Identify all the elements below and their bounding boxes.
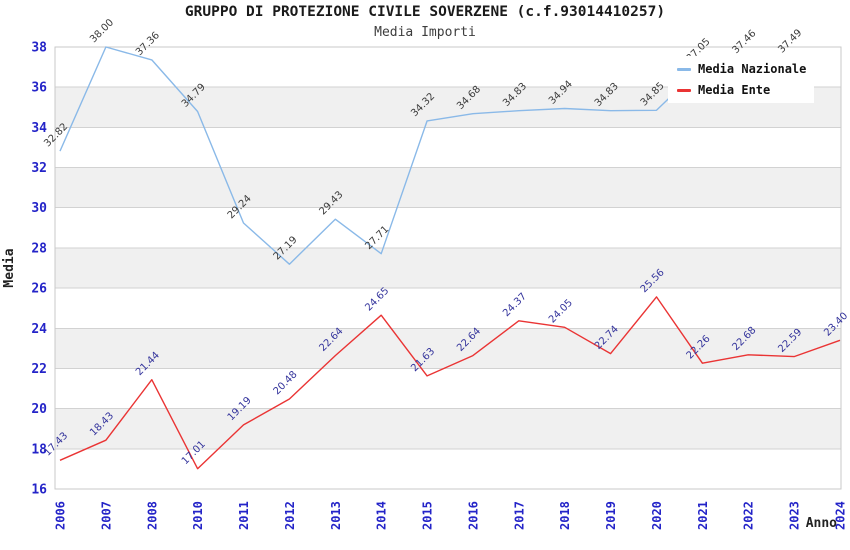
x-axis-title: Anno xyxy=(806,516,837,531)
x-tick-label: 2024 xyxy=(834,501,848,530)
x-tick-label: 2021 xyxy=(696,501,710,530)
plot-band xyxy=(55,207,841,248)
x-tick-label: 2019 xyxy=(604,501,618,530)
x-tick-label: 2023 xyxy=(788,501,802,530)
y-tick-label: 32 xyxy=(31,161,47,176)
x-tick-label: 2013 xyxy=(329,501,343,530)
y-tick-label: 34 xyxy=(31,121,47,136)
plot-band xyxy=(55,368,841,409)
y-tick-label: 36 xyxy=(31,81,47,96)
x-tick-label: 2011 xyxy=(237,501,251,530)
y-tick-label: 24 xyxy=(31,322,47,337)
plot-band xyxy=(55,328,841,369)
legend-item-media-nazionale: Media Nazionale xyxy=(677,62,814,77)
x-tick-label: 2007 xyxy=(99,501,113,530)
y-tick-label: 30 xyxy=(31,201,47,216)
y-tick-label: 16 xyxy=(31,483,47,498)
x-tick-label: 2012 xyxy=(283,501,297,530)
legend-label-media-nazionale: Media Nazionale xyxy=(698,62,807,76)
plot-band xyxy=(55,247,841,289)
chart-title: GRUPPO DI PROTEZIONE CIVILE SOVERZENE (c… xyxy=(184,4,666,20)
y-tick-label: 18 xyxy=(31,442,47,457)
plot-band xyxy=(55,127,841,168)
x-tick-label: 2020 xyxy=(650,501,664,530)
x-tick-label: 2016 xyxy=(466,501,480,530)
y-tick-label: 38 xyxy=(31,41,47,56)
plot-band xyxy=(55,167,841,208)
x-tick-label: 2015 xyxy=(421,501,435,530)
plot-band xyxy=(55,408,841,449)
data-label: 38.00 xyxy=(88,17,116,45)
y-tick-label: 26 xyxy=(31,282,47,297)
chart-subtitle: Media Importi xyxy=(374,25,476,40)
legend-item-media-ente: Media Ente xyxy=(677,83,814,98)
y-axis-title: Media xyxy=(2,248,17,287)
x-tick-label: 2018 xyxy=(558,501,572,530)
x-tick-label: 2014 xyxy=(375,501,389,530)
media-ente-line-swatch xyxy=(677,88,691,92)
y-tick-label: 20 xyxy=(31,402,47,417)
plot-band xyxy=(55,288,841,329)
plot-border xyxy=(54,46,842,490)
y-tick-label: 22 xyxy=(31,362,47,377)
series-line-media-ente xyxy=(59,296,841,470)
legend-label-media-ente: Media Ente xyxy=(698,83,771,97)
y-tick-label: 28 xyxy=(31,241,47,256)
x-tick-label: 2010 xyxy=(191,501,205,530)
x-tick-label: 2017 xyxy=(512,501,526,530)
x-tick-label: 2006 xyxy=(54,501,68,530)
x-tick-label: 2008 xyxy=(145,501,159,530)
x-tick-label: 2022 xyxy=(742,501,756,530)
legend: Media Nazionale Media Ente xyxy=(668,56,814,103)
media-nazionale-line-swatch xyxy=(677,67,691,71)
plot-band xyxy=(55,448,841,489)
